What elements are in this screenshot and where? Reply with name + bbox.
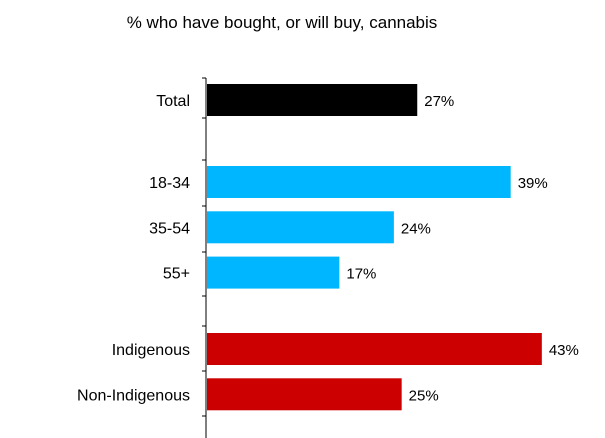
category-label-total: Total (156, 93, 190, 110)
value-labels: 27% 39% 24% 17% 43% 25% (346, 93, 578, 404)
bars (207, 84, 542, 411)
value-label-indigenous: 43% (549, 342, 579, 359)
axis-ticks (202, 77, 206, 417)
category-labels: Total 18-34 35-54 55+ Indigenous Non-Indigeno… (77, 93, 190, 404)
bar-35-54 (207, 211, 394, 244)
bar-55 (207, 256, 340, 289)
bar-total (207, 84, 418, 116)
bar-non-indigenous (207, 378, 402, 411)
value-label-35-54: 24% (401, 220, 431, 237)
category-label-35-54: 35-54 (149, 220, 190, 237)
category-label-non-indigenous: Non-Indigenous (77, 387, 190, 404)
value-label-18-34: 39% (518, 175, 548, 192)
category-label-indigenous: Indigenous (112, 342, 190, 359)
value-label-non-indigenous: 25% (409, 387, 439, 404)
category-label-55: 55+ (163, 266, 190, 283)
bar-18-34 (207, 166, 511, 198)
value-label-total: 27% (424, 93, 454, 110)
bar-indigenous (207, 333, 542, 365)
value-label-55: 17% (346, 266, 376, 283)
chart-title: % who have bought, or will buy, cannabis (127, 13, 438, 32)
category-label-18-34: 18-34 (149, 175, 190, 192)
